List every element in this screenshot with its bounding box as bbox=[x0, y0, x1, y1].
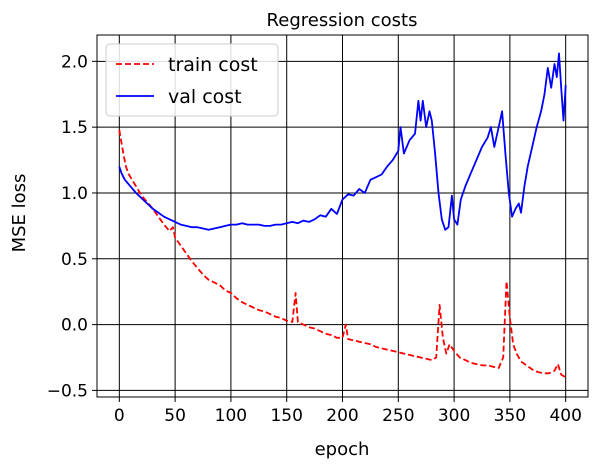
x-axis-label: epoch bbox=[315, 439, 370, 460]
y-tick-label: 0.0 bbox=[61, 316, 88, 336]
series-layer bbox=[118, 52, 567, 379]
y-tick-label: 2.0 bbox=[61, 52, 88, 72]
legend-box bbox=[105, 43, 279, 117]
ticks: 0 50 100 150 200 250 300 350 400 −0.5 0.0 0.5 1.0 1.5… bbox=[47, 52, 582, 426]
y-tick-label: 1.0 bbox=[61, 184, 88, 204]
x-tick-label: 150 bbox=[270, 406, 302, 426]
x-tick-label: 200 bbox=[326, 406, 358, 426]
y-tick-label: 0.5 bbox=[61, 250, 88, 270]
chart-title: Regression costs bbox=[267, 10, 418, 31]
grid bbox=[97, 35, 588, 397]
x-tick-label: 250 bbox=[382, 406, 414, 426]
x-tick-label: 100 bbox=[215, 406, 247, 426]
y-tick-label: −0.5 bbox=[47, 381, 88, 401]
x-tick-label: 400 bbox=[549, 406, 581, 426]
legend-label: val cost bbox=[168, 86, 242, 108]
x-tick-label: 0 bbox=[114, 406, 125, 426]
x-tick-label: 350 bbox=[494, 406, 526, 426]
x-tick-label: 50 bbox=[164, 406, 186, 426]
series-line-val-cost bbox=[118, 52, 567, 231]
legend: train cost val cost bbox=[105, 43, 279, 117]
x-tick-label: 300 bbox=[438, 406, 470, 426]
y-tick-label: 1.5 bbox=[61, 118, 88, 138]
y-axis-label: MSE loss bbox=[9, 174, 30, 253]
legend-label: train cost bbox=[168, 54, 258, 76]
